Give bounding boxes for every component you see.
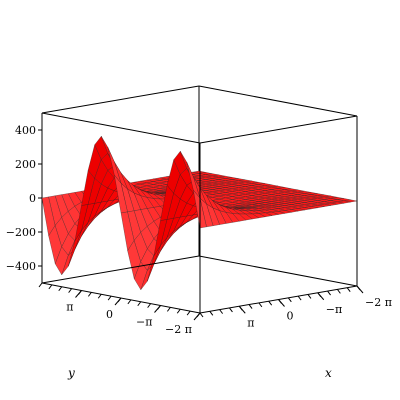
box-edge [41, 85, 200, 114]
x-minor-tick [209, 311, 214, 316]
x-minor-tick [307, 294, 312, 299]
y-tick-label: −π [136, 316, 152, 329]
x-tick [278, 299, 285, 307]
y-tick [114, 297, 122, 306]
y-tick-label: π [66, 301, 73, 314]
x-minor-tick [268, 300, 273, 306]
y-tick [75, 290, 82, 298]
y-minor-tick [147, 303, 152, 308]
surface-mesh [41, 135, 358, 291]
box-edge [41, 112, 201, 144]
x-minor-tick [297, 295, 302, 301]
y-tick [154, 305, 161, 313]
y-minor-tick [137, 301, 142, 307]
x-tick-label: π [247, 316, 254, 329]
x-tick-label: −2 π [365, 296, 392, 309]
y-minor-tick [186, 310, 191, 316]
x-tick-label: 0 [287, 310, 294, 323]
x-minor-tick [248, 304, 253, 309]
x-tick [317, 292, 325, 301]
y-minor-tick [38, 282, 43, 288]
box-edge [199, 115, 358, 144]
y-axis-title: y [67, 366, 75, 380]
z-tick-label: 400 [15, 124, 36, 137]
y-minor-tick [87, 292, 92, 297]
x-minor-tick [229, 307, 233, 313]
x-minor-tick [258, 302, 263, 308]
z-tick-label: 0 [29, 192, 36, 205]
x-minor-tick [219, 309, 224, 314]
box-edge [198, 255, 358, 287]
z-axis: 400 200 0 −200 −400 [6, 124, 42, 273]
x-minor-tick [327, 290, 331, 296]
z-tick-label: −400 [6, 260, 36, 273]
x-minor-tick [199, 312, 204, 318]
box-edge [198, 85, 358, 117]
y-minor-tick [127, 299, 132, 305]
x-minor-tick [346, 287, 351, 292]
box-edge [41, 255, 200, 284]
x-tick [238, 305, 246, 314]
x-axis: −2 π −π 0 π [199, 285, 392, 329]
y-minor-tick [176, 308, 181, 314]
z-tick-label: −200 [6, 226, 36, 239]
y-minor-tick [48, 284, 53, 290]
y-minor-tick [166, 307, 171, 312]
y-minor-tick [107, 295, 112, 301]
x-tick [356, 285, 364, 294]
y-axis: −2 π −π 0 π [38, 282, 201, 336]
x-axis-title: x [325, 366, 332, 380]
z-tick-label: 200 [15, 158, 36, 171]
y-minor-tick [58, 286, 63, 292]
x-tick-label: −π [326, 303, 342, 316]
y-tick-label: 0 [106, 308, 113, 321]
y-tick [193, 312, 201, 321]
y-tick-label: −2 π [165, 323, 192, 336]
y-minor-tick [97, 293, 102, 299]
x-minor-tick [287, 297, 292, 303]
y-minor-tick [68, 288, 73, 293]
x-minor-tick [336, 289, 341, 294]
